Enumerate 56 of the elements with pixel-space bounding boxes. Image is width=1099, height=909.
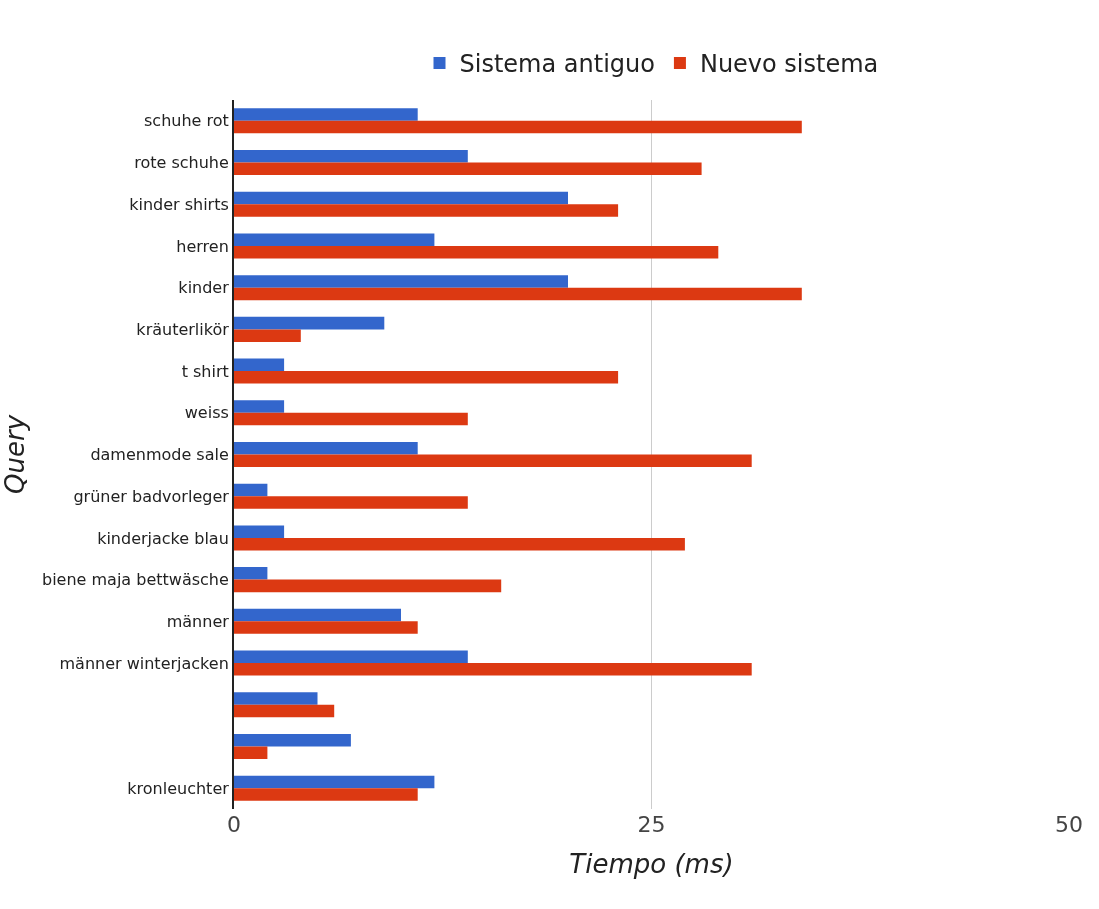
- bar: [234, 788, 418, 801]
- bar: [234, 704, 335, 718]
- legend-label: Sistema antiguo: [459, 50, 655, 79]
- y-tick-label: kräuterlikör: [136, 319, 230, 339]
- bar: [234, 400, 285, 413]
- bar: [234, 775, 435, 789]
- bar: [234, 162, 702, 176]
- legend-label: Nuevo sistema: [699, 50, 879, 79]
- bar: [234, 441, 418, 455]
- bar: [234, 663, 752, 676]
- bar: [234, 275, 568, 288]
- y-tick-label: kronleuchter: [127, 778, 230, 798]
- bar: [234, 621, 418, 634]
- y-tick-label: damenmode sale: [90, 445, 229, 465]
- bar: [234, 358, 285, 372]
- bar: [234, 150, 468, 163]
- y-tick-label: herren: [176, 236, 229, 256]
- bar: [234, 454, 752, 468]
- bar: [234, 579, 502, 593]
- bar: [234, 287, 802, 301]
- x-tick-label: 50: [1055, 812, 1083, 837]
- bar: [234, 692, 318, 705]
- y-tick-label: männer winterjacken: [59, 653, 229, 673]
- bar: [234, 567, 268, 580]
- bar: [234, 412, 468, 426]
- bar: [234, 316, 385, 330]
- y-tick-label: männer: [166, 611, 230, 631]
- bar: [234, 525, 285, 538]
- bar: [234, 191, 568, 205]
- bar: [234, 120, 802, 134]
- bar: [234, 371, 619, 384]
- y-tick-label: grüner badvorleger: [73, 486, 230, 506]
- bar: [234, 733, 351, 747]
- x-tick-label: 25: [637, 812, 666, 837]
- bar: [234, 608, 401, 622]
- bar: [234, 650, 468, 664]
- y-tick-label: t shirt: [181, 361, 229, 381]
- y-tick-label: biene maja bettwäsche: [42, 570, 229, 590]
- bar: [234, 245, 719, 259]
- bar: [234, 496, 468, 509]
- y-tick-label: rote schuhe: [134, 153, 229, 173]
- bar: [234, 233, 435, 246]
- bar: [234, 746, 268, 759]
- y-tick-label: schuhe rot: [144, 111, 229, 131]
- y-tick-label: kinder shirts: [129, 194, 229, 214]
- y-tick-label: weiss: [184, 403, 229, 423]
- y-axis-title: Query: [0, 414, 30, 495]
- bar: [234, 537, 685, 551]
- bar: [234, 108, 418, 121]
- bar: [234, 483, 268, 497]
- bar: [234, 329, 301, 342]
- bar: [234, 204, 619, 217]
- x-tick-label: 0: [227, 812, 241, 837]
- y-tick-label: kinderjacke blau: [97, 528, 229, 548]
- y-tick-label: kinder: [178, 278, 230, 298]
- x-axis-title: Tiempo (ms): [569, 848, 734, 879]
